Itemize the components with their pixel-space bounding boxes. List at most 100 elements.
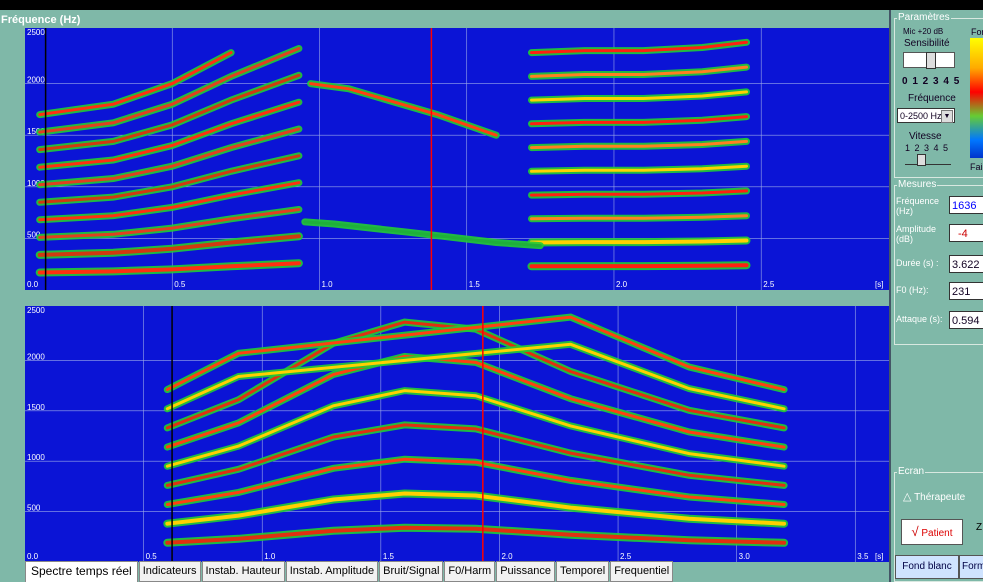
frequence-measure-value: 1636 [949,196,983,214]
tab-temporel[interactable]: Temporel [555,561,610,582]
harmonic-band [309,82,498,137]
zoom-label: Z [976,522,983,533]
slider-thumb[interactable] [926,52,936,69]
harmonic-band [303,220,542,248]
tab-instab-amplitude[interactable]: Instab. Amplitude [285,561,379,582]
harmonic-band [165,315,786,392]
sensibilite-slider[interactable] [903,52,955,69]
duree-value: 3.622 [949,255,983,273]
y-tick-label: 2500 [27,306,45,315]
x-unit-label: [s] [875,280,883,289]
y-tick-label: 1500 [27,403,45,412]
tab-instab-hauteur[interactable]: Instab. Hauteur [201,561,285,582]
patient-button[interactable]: √ Patient [901,519,963,545]
x-tick-label: 1.5 [383,552,395,561]
therapeute-toggle[interactable]: △ Thérapeute [903,490,965,503]
spectrogram-bottom[interactable]: 0.0 0.5 1.0 1.5 2.0 2.5 3.0 3.5 [s] 2500 2000 1500 1… [25,306,889,562]
y-tick-label: 500 [27,230,41,239]
harmonic-band [165,491,787,526]
harmonic-band [38,208,301,239]
x-tick-label: 0.5 [146,552,158,561]
x-tick-label: 2.0 [501,552,513,561]
f0-value: 231 [949,282,983,300]
attaque-label: Attaque (s): [896,314,943,324]
tab-puissance[interactable]: Puissance [496,561,555,582]
mic-label: Mic +20 dB [903,27,944,36]
tab-bruit-signal[interactable]: Bruit/Signal [379,561,444,582]
y-tick-label: 1500 [27,127,45,136]
sensibilite-scale: 0 1 2 3 4 5 [902,76,961,87]
x-tick-label: 1.0 [321,280,333,289]
vitesse-thumb[interactable] [917,154,926,166]
harmonic-band [38,73,301,152]
harmonic-band-outer [36,125,303,189]
y-tick-label: 500 [27,504,41,513]
attaque-value: 0.594 [949,311,983,329]
vitesse-slider[interactable] [905,154,951,166]
faible-label: Fai [970,162,983,172]
x-tick-label: 2.0 [616,280,628,289]
mesures-group [894,185,983,345]
f0-label: F0 (Hz): [896,285,929,295]
harmonic-band [165,457,786,506]
harmonic-band [38,100,301,169]
harmonic-band [38,51,233,117]
color-scale [970,38,983,158]
harmonic-band [530,164,748,173]
x-tick-label: 1.0 [264,552,276,561]
vitesse-label: Vitesse [909,131,942,142]
page-title: Fréquence (Hz) [1,14,81,26]
harmonic-band [38,127,301,187]
harmonic-band [530,214,748,221]
harmonic-band [37,261,301,275]
harmonic-band [530,115,748,126]
y-tick-label: 1000 [27,453,45,462]
mesures-title: Mesures [897,179,938,190]
duree-label: Durée (s) : [896,258,939,268]
vitesse-scale: 1 2 3 4 5 [905,143,950,153]
fond-blanc-button[interactable]: Fond blanc [895,555,959,579]
tab-f0-harm[interactable]: F0/Harm [444,561,496,582]
harmonic-band [38,181,301,222]
harmonic-band [530,189,748,197]
chevron-down-icon[interactable]: ▼ [941,110,953,123]
harmonic-band [165,423,786,487]
check-icon: √ [911,524,919,539]
tab-indicateurs[interactable]: Indicateurs [138,561,201,582]
frequence-select-value: 0-2500 Hz [900,111,942,121]
frequence-range-label: Fréquence [908,93,956,104]
tab-frequentiel[interactable]: Frequentiel [610,561,674,582]
frequence-select[interactable]: 0-2500 Hz ▼ [897,108,955,123]
ecran-title: Ecran [897,466,926,477]
harmonic-band [530,90,748,102]
fort-label: Fort [971,27,983,37]
params-title: Paramètres [897,12,951,23]
spectrogram-bottom-canvas: 0.0 0.5 1.0 1.5 2.0 2.5 3.0 3.5 [s] 2500 2000 1500 1… [25,306,889,562]
y-tick-label: 1000 [27,179,45,188]
harmonic-band [165,389,786,468]
spectrogram-top[interactable]: 0.0 0.5 1.0 1.5 2.0 2.5 [s] 2500 2000 1500 1000 500 [25,28,889,290]
y-tick-label: 2000 [27,76,45,85]
right-panel: Paramètres Mic +20 dB Sensibilité 0 1 2 … [889,10,983,582]
amplitude-measure-label: Amplitude (dB) [896,224,937,244]
x-tick-label: 2.5 [763,280,775,289]
harmonic-band [38,154,301,204]
harmonic-band [165,320,786,430]
harmonic-band [529,238,749,245]
harmonic-band [529,263,749,269]
x-tick-label: 2.5 [620,552,632,561]
harmonic-band [38,47,301,134]
x-tick-label: 0.0 [27,280,39,289]
harmonic-band [530,65,748,78]
harmonic-band [530,40,748,55]
harmonic-band [37,234,301,257]
y-tick-label: 2500 [27,28,45,37]
x-tick-label: 3.5 [857,552,869,561]
harmonic-band-outer [307,80,500,139]
form-button[interactable]: Form [959,555,983,579]
view-tabs: Spectre temps réel Indicateurs Instab. H… [25,561,674,582]
harmonic-band [530,139,748,150]
tab-spectre-temps-reel[interactable]: Spectre temps réel [25,561,138,582]
x-tick-label: 0.0 [27,552,39,561]
x-tick-label: 1.5 [469,280,481,289]
